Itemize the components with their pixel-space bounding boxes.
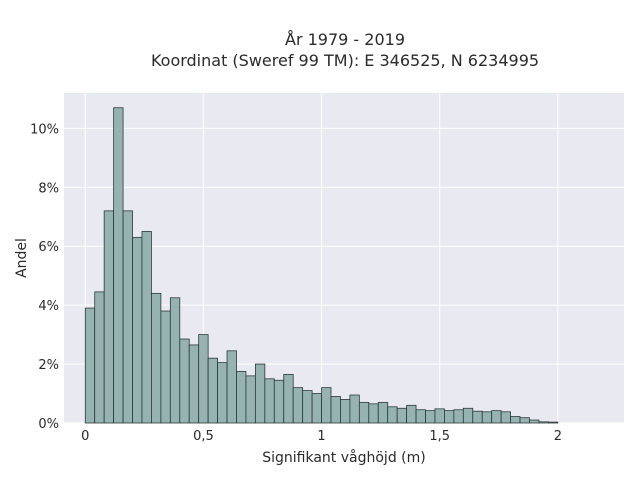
x-axis-label: Signifikant våghöjd (m): [262, 449, 425, 466]
histogram-bar-4: [122, 210, 133, 424]
histogram-bar-0: [84, 307, 96, 424]
histogram-bar-23: [302, 390, 313, 424]
histogram-bar-37: [434, 408, 445, 424]
histogram-bar-36: [425, 410, 436, 424]
histogram-bar-11: [188, 344, 200, 424]
histogram-bar-22: [292, 387, 304, 424]
histogram-bar-46: [519, 417, 530, 424]
y-axis-label: Andel: [14, 238, 30, 278]
histogram-bar-33: [396, 407, 408, 424]
x-tick-label-1: 0,5: [193, 429, 214, 444]
chart-title-line2: Koordinat (Sweref 99 TM): E 346525, N 62…: [151, 51, 539, 70]
histogram-bar-18: [254, 363, 266, 424]
histogram-bar-27: [340, 399, 351, 424]
histogram-bar-44: [500, 411, 511, 424]
histogram-bar-42: [481, 411, 493, 424]
histogram-bar-12: [198, 334, 209, 424]
histogram-bars: [84, 107, 559, 424]
y-tick-label-3: 6%: [38, 240, 59, 255]
histogram-bar-41: [472, 410, 483, 424]
histogram-bar-6: [141, 231, 152, 424]
histogram-bar-28: [349, 394, 360, 424]
histogram-bar-14: [217, 362, 228, 424]
histogram-bar-8: [160, 310, 171, 424]
histogram-bar-35: [415, 409, 426, 424]
histogram-bar-39: [453, 409, 464, 424]
histogram-bar-3: [113, 107, 124, 424]
y-tick-label-1: 2%: [38, 358, 59, 373]
chart-title-line1: År 1979 - 2019: [285, 30, 405, 49]
histogram-bar-1: [94, 291, 105, 424]
histogram-bar-13: [207, 357, 218, 424]
x-tick-label-2: 1: [317, 429, 325, 444]
histogram-bar-20: [273, 379, 285, 424]
y-axis-ticks: 0% 2% 4% 6% 8% 10%: [30, 122, 59, 432]
histogram-bar-40: [462, 407, 474, 424]
histogram-bar-34: [406, 404, 417, 424]
y-tick-label-5: 10%: [30, 122, 59, 137]
histogram-bar-10: [179, 338, 190, 424]
histogram-bar-25: [321, 387, 332, 424]
y-tick-label-2: 4%: [38, 299, 59, 314]
histogram-bar-29: [358, 401, 370, 424]
y-tick-label-4: 8%: [38, 181, 59, 196]
histogram-bar-16: [236, 371, 247, 424]
histogram-bar-26: [330, 396, 341, 424]
histogram-bar-7: [151, 292, 162, 424]
x-tick-label-3: 1,5: [429, 429, 450, 444]
histogram-bar-2: [103, 210, 115, 424]
x-tick-label-0: 0: [81, 429, 89, 444]
histogram-bar-49: [547, 421, 559, 424]
histogram-bar-5: [132, 236, 143, 424]
histogram-bar-30: [368, 403, 379, 424]
histogram-bar-45: [510, 416, 521, 424]
histogram-bar-47: [529, 419, 540, 424]
histogram-bar-21: [283, 373, 294, 424]
x-tick-label-4: 2: [554, 429, 562, 444]
histogram-bar-48: [538, 421, 549, 424]
histogram-bar-19: [264, 378, 275, 424]
histogram-bar-15: [226, 350, 237, 424]
histogram-bar-43: [491, 410, 502, 424]
histogram-bar-32: [387, 406, 398, 424]
histogram-bar-17: [245, 375, 256, 424]
x-axis-ticks: 0 0,5 1 1,5 2: [81, 429, 562, 444]
histogram-bar-31: [377, 401, 389, 424]
histogram-bar-38: [444, 410, 455, 424]
histogram-bar-24: [311, 393, 322, 424]
histogram-bar-9: [169, 297, 181, 424]
y-tick-label-0: 0%: [38, 417, 59, 432]
